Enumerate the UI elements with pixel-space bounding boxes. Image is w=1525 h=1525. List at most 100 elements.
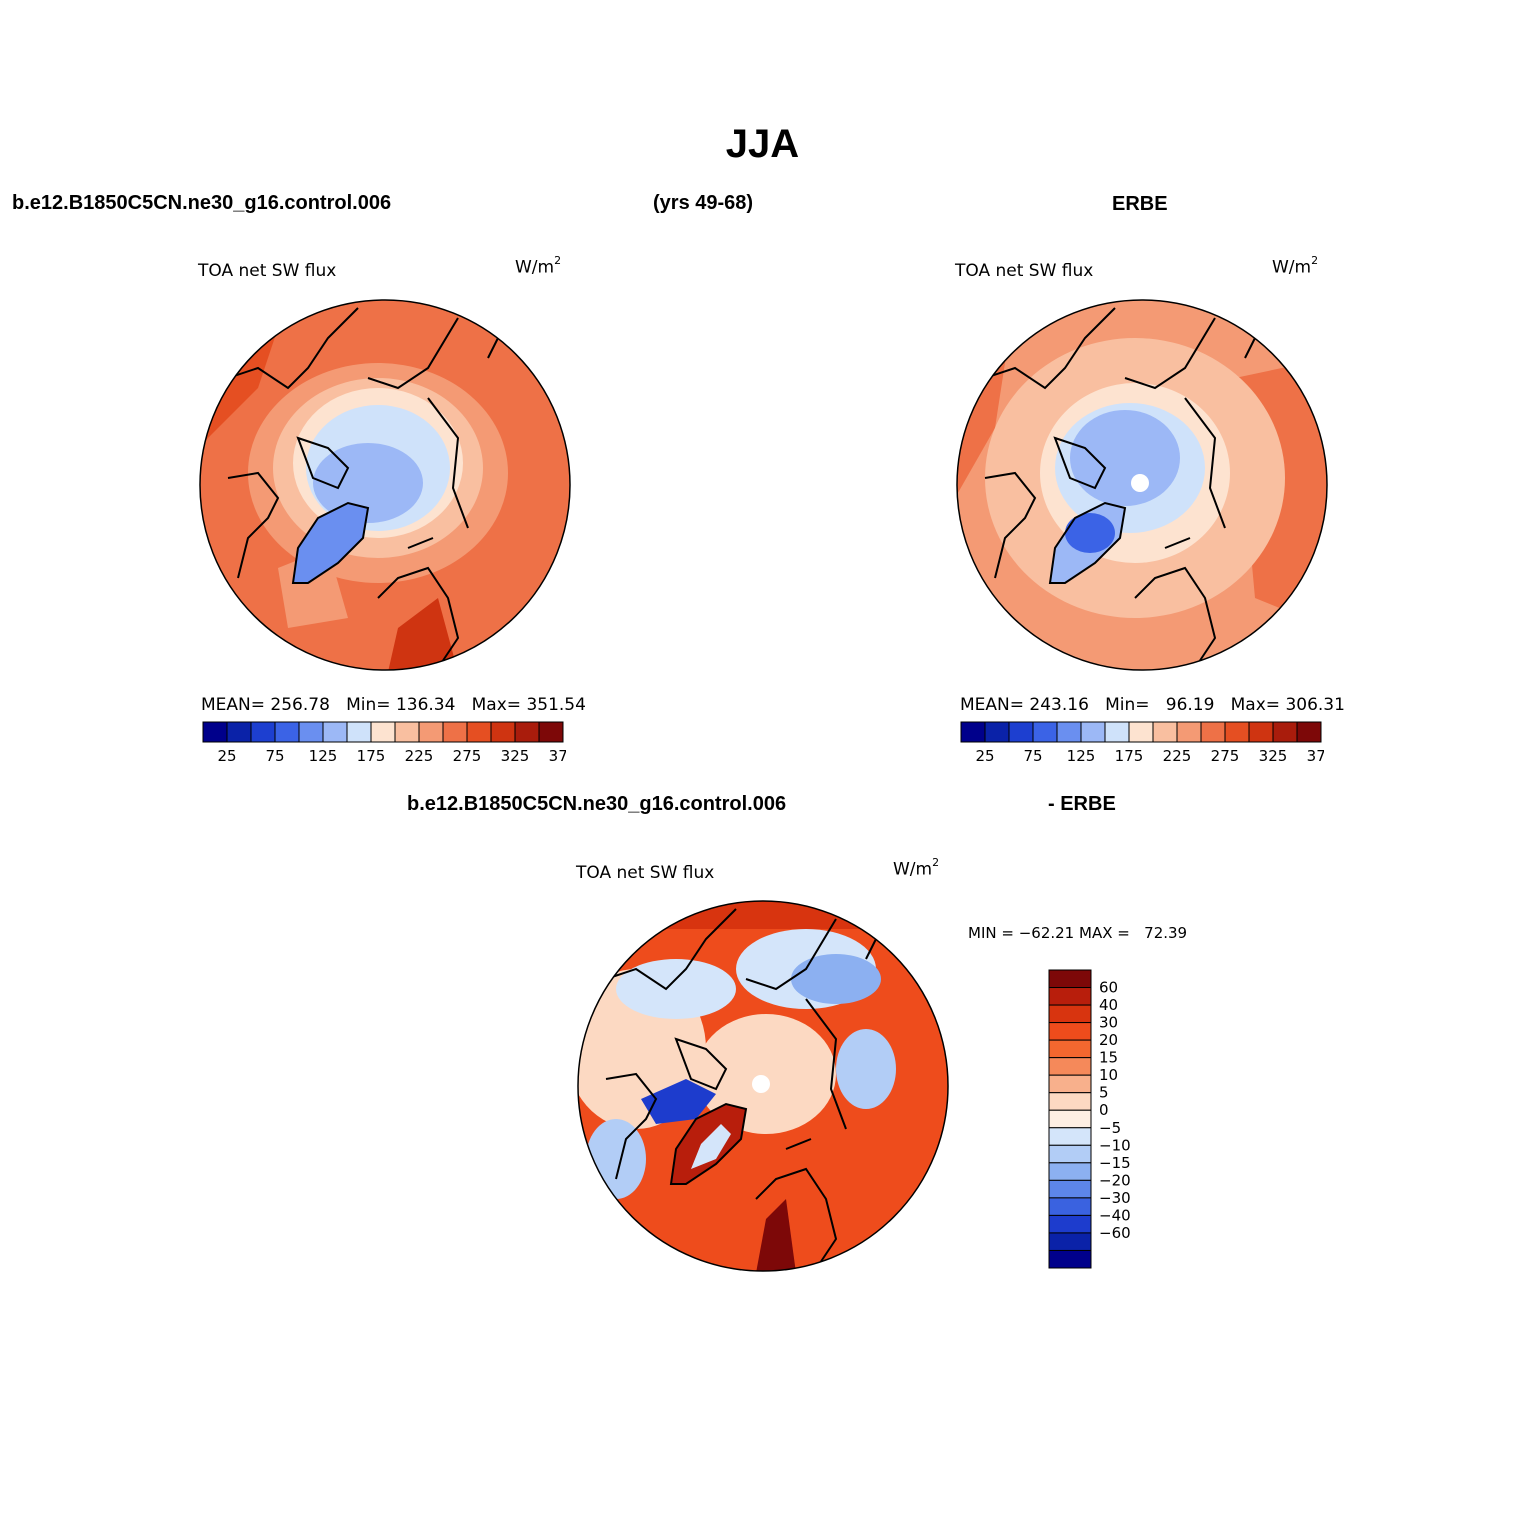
- colorbar-label: −20: [1099, 1171, 1131, 1189]
- colorbar-label: 375: [549, 747, 566, 765]
- colorbar-swatch: [1048, 1109, 1092, 1129]
- colorbar-label: 125: [309, 747, 338, 765]
- field-fill: [691, 1124, 731, 1169]
- units-label: W/m2: [893, 856, 940, 880]
- map-boundary: [199, 299, 571, 671]
- mean-value: 256.78: [270, 695, 330, 715]
- colorbar-swatch: [250, 721, 276, 743]
- colorbar-label: −30: [1099, 1189, 1131, 1207]
- colorbar-label: 10: [1099, 1066, 1118, 1084]
- colorbar-swatch: [1272, 721, 1298, 743]
- colorbar-swatch: [1048, 1039, 1092, 1059]
- page-title: JJA: [725, 122, 800, 166]
- field-fill: [1070, 410, 1180, 506]
- colorbar-label: 125: [1067, 747, 1096, 765]
- colorbar-swatch: [538, 721, 564, 743]
- coastline: [984, 307, 1256, 669]
- colorbar-swatch: [418, 721, 444, 743]
- colorbar-label: −60: [1099, 1224, 1131, 1242]
- colorbar-label: 15: [1099, 1049, 1118, 1067]
- min-value: 96.19: [1165, 695, 1215, 715]
- field-fill: [586, 1119, 646, 1199]
- min-label: Min=: [1105, 695, 1150, 715]
- colorbar-swatch: [274, 721, 300, 743]
- colorbar-model: 25 75 125 175 225 275 325 375: [202, 721, 566, 765]
- colorbar-swatch: [226, 721, 252, 743]
- max-label: MAX =: [1079, 924, 1130, 942]
- colorbar-label: 175: [1115, 747, 1144, 765]
- colorbar-swatch: [960, 721, 986, 743]
- colorbar-label: 0: [1099, 1101, 1109, 1119]
- obs-name-label: ERBE: [1112, 193, 1168, 215]
- diff-stats-line: MIN = −62.21 MAX = 72.39: [968, 924, 1187, 942]
- diff-case-name-label: b.e12.B1850C5CN.ne30_g16.control.006: [407, 793, 787, 815]
- min-value: 136.34: [395, 695, 456, 715]
- colorbar-swatch: [370, 721, 396, 743]
- colorbar-swatch: [1048, 1074, 1092, 1094]
- colorbar-label: −5: [1099, 1119, 1121, 1137]
- colorbar-label: 175: [357, 747, 386, 765]
- max-label: Max=: [471, 695, 522, 715]
- missing-data-pole: [752, 1075, 770, 1093]
- colorbar-swatch: [1048, 1197, 1092, 1216]
- field-fill: [578, 901, 948, 929]
- colorbar-swatch: [1056, 721, 1082, 743]
- mean-value: 243.16: [1029, 695, 1089, 715]
- diff-obs-name-label: - ERBE: [1048, 793, 1116, 815]
- colorbar-swatch: [1152, 721, 1178, 743]
- colorbar-label: −40: [1099, 1206, 1131, 1224]
- colorbar-swatch: [1048, 987, 1092, 1006]
- colorbar-swatch: [466, 721, 492, 743]
- colorbar-label: 75: [1023, 747, 1042, 765]
- colorbar-swatch: [1048, 1092, 1092, 1111]
- colorbar-swatch: [322, 721, 348, 743]
- colorbar-label: 225: [1163, 747, 1192, 765]
- colorbar-label: 375: [1307, 747, 1324, 765]
- colorbar-swatch: [1048, 969, 1092, 989]
- colorbar-swatch: [1176, 721, 1202, 743]
- colorbar-swatch: [442, 721, 468, 743]
- colorbar-swatch: [1224, 721, 1250, 743]
- field-fill: [836, 1029, 896, 1109]
- units-label: W/m2: [1272, 254, 1318, 278]
- colorbar-label: 25: [975, 747, 994, 765]
- polar-map-obs: [956, 299, 1328, 671]
- colorbar-swatch: [1048, 1249, 1092, 1269]
- map-boundary: [577, 900, 949, 1272]
- missing-data-pole: [1131, 474, 1149, 492]
- colorbar-label: 275: [453, 747, 482, 765]
- coastline: [669, 1102, 748, 1185]
- field-fill: [1065, 513, 1115, 553]
- max-value: 351.54: [526, 695, 586, 715]
- colorbar-swatch: [1248, 721, 1274, 743]
- min-label: Min=: [346, 695, 391, 715]
- colorbar-swatch: [1128, 721, 1154, 743]
- colorbar-swatch: [1104, 721, 1130, 743]
- max-value: 306.31: [1285, 695, 1345, 715]
- field-fill: [313, 443, 423, 523]
- colorbar-label: 275: [1211, 747, 1240, 765]
- colorbar-swatch: [1048, 1214, 1092, 1234]
- colorbar-label: 40: [1099, 996, 1118, 1014]
- colorbar-swatch: [1048, 1004, 1092, 1024]
- colorbar-swatch: [1296, 721, 1322, 743]
- colorbar-swatch: [298, 721, 324, 743]
- units-text: W/m: [1272, 257, 1312, 278]
- colorbar-swatch: [1032, 721, 1058, 743]
- colorbar-label: 225: [405, 747, 434, 765]
- colorbar-swatch: [1080, 721, 1106, 743]
- colorbar-swatch: [1200, 721, 1226, 743]
- units-exponent: 2: [932, 856, 940, 869]
- mean-label: MEAN=: [960, 695, 1024, 715]
- stats-line: MEAN= 256.78 Min= 136.34 Max= 351.54: [201, 695, 586, 715]
- colorbar-swatch: [514, 721, 540, 743]
- coastline: [605, 908, 877, 1270]
- mean-label: MEAN=: [201, 695, 265, 715]
- variable-title: TOA net SW flux: [955, 261, 1094, 281]
- colorbar-swatch: [346, 721, 372, 743]
- units-exponent: 2: [554, 254, 562, 267]
- field-fill: [791, 954, 881, 1004]
- max-label: Max=: [1230, 695, 1281, 715]
- colorbar-swatch: [1048, 1144, 1092, 1164]
